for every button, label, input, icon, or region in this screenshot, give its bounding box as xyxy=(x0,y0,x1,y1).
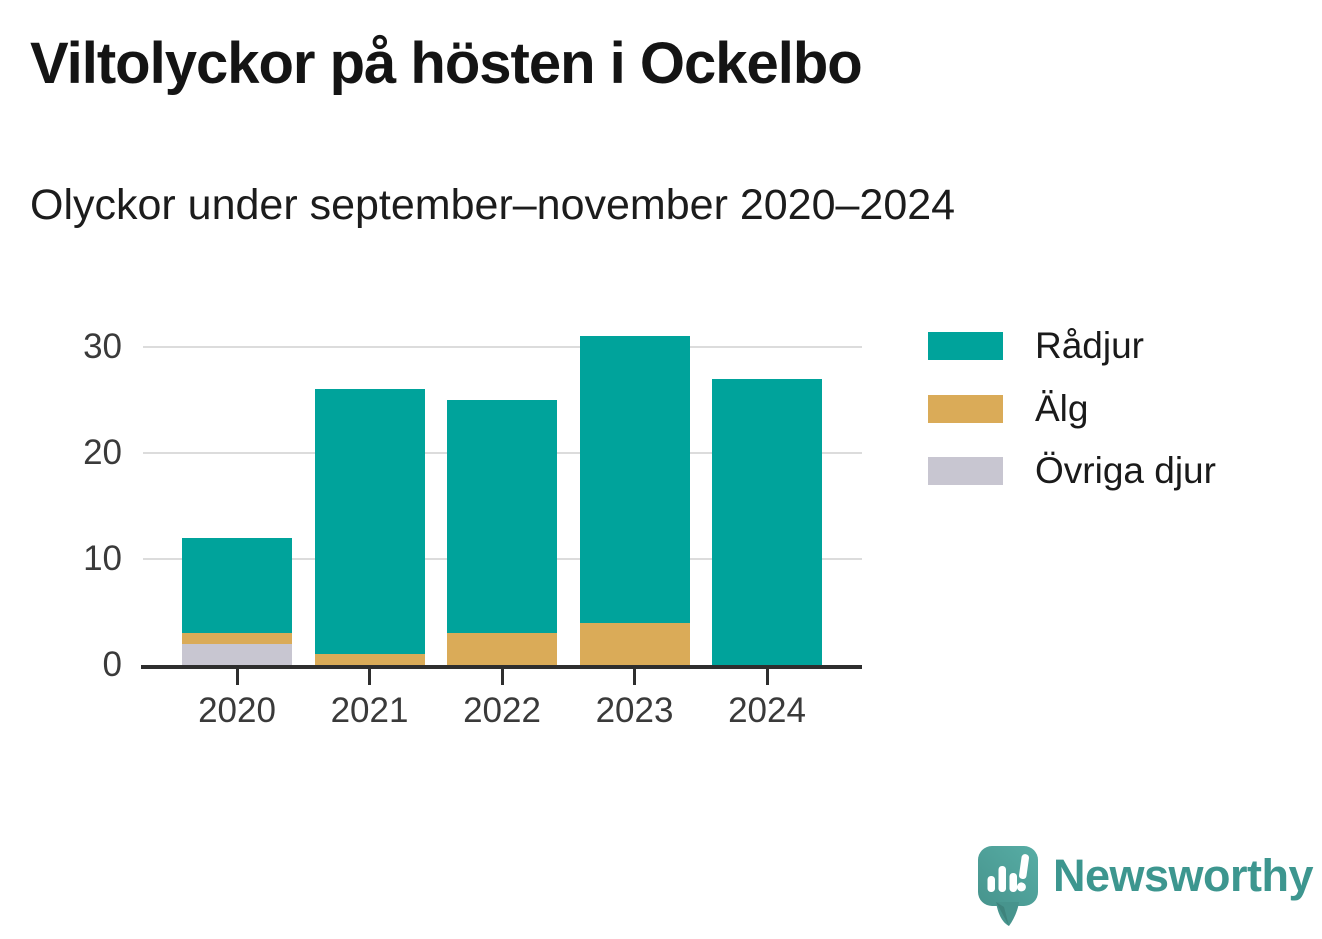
legend-swatch-övriga-djur xyxy=(928,457,1003,485)
x-tick-2023 xyxy=(633,669,636,685)
x-tick-2020 xyxy=(235,669,239,685)
bar-2022-rådjur xyxy=(447,400,557,634)
legend-item-rådjur: Rådjur xyxy=(928,325,1144,366)
y-tick-label-20: 20 xyxy=(83,433,122,472)
legend-swatch-älg xyxy=(928,394,1003,423)
x-tick-label-2021: 2021 xyxy=(330,691,409,730)
x-tick-label-2024: 2024 xyxy=(728,691,806,730)
x-tick-2024 xyxy=(765,669,769,685)
bar-2020-övriga-djur xyxy=(182,643,292,665)
legend-label-älg: Älg xyxy=(1035,387,1089,429)
x-axis-line xyxy=(141,665,862,669)
x-tick-label-2020: 2020 xyxy=(198,691,276,730)
bar-2021-rådjur xyxy=(314,389,425,655)
newsworthy-logo-icon xyxy=(978,846,1038,926)
bar-2020-rådjur xyxy=(182,537,292,634)
y-tick-label-30: 30 xyxy=(83,327,122,366)
legend-label-övriga-djur: Övriga djur xyxy=(1035,450,1216,491)
legend-item-övriga-djur: Övriga djur xyxy=(928,450,1216,491)
newsworthy-logo-text: Newsworthy xyxy=(1053,850,1314,901)
newsworthy-logo[interactable]: Newsworthy xyxy=(977,845,1314,931)
legend-label-rådjur: Rådjur xyxy=(1035,325,1144,366)
x-tick-2021 xyxy=(368,669,371,685)
y-tick-label-10: 10 xyxy=(83,539,122,578)
x-tick-2022 xyxy=(500,669,504,685)
legend-swatch-rådjur xyxy=(928,332,1003,360)
gridline-30 xyxy=(143,346,862,348)
y-tick-label-0: 0 xyxy=(102,645,122,684)
bar-2021-älg xyxy=(314,654,425,665)
bar-2020-älg xyxy=(182,633,292,644)
bar-2023-älg xyxy=(579,622,690,665)
bar-2022-älg xyxy=(447,633,557,665)
bar-2023-rådjur xyxy=(579,336,690,623)
bar-2024-rådjur xyxy=(712,378,822,665)
x-tick-label-2023: 2023 xyxy=(595,691,674,730)
chart-subtitle: Olyckor under september–november 2020–20… xyxy=(30,181,956,229)
legend-item-älg: Älg xyxy=(928,388,1088,429)
x-tick-label-2022: 2022 xyxy=(463,691,541,730)
chart-title: Viltolyckor på hösten i Ockelbo xyxy=(30,31,863,96)
